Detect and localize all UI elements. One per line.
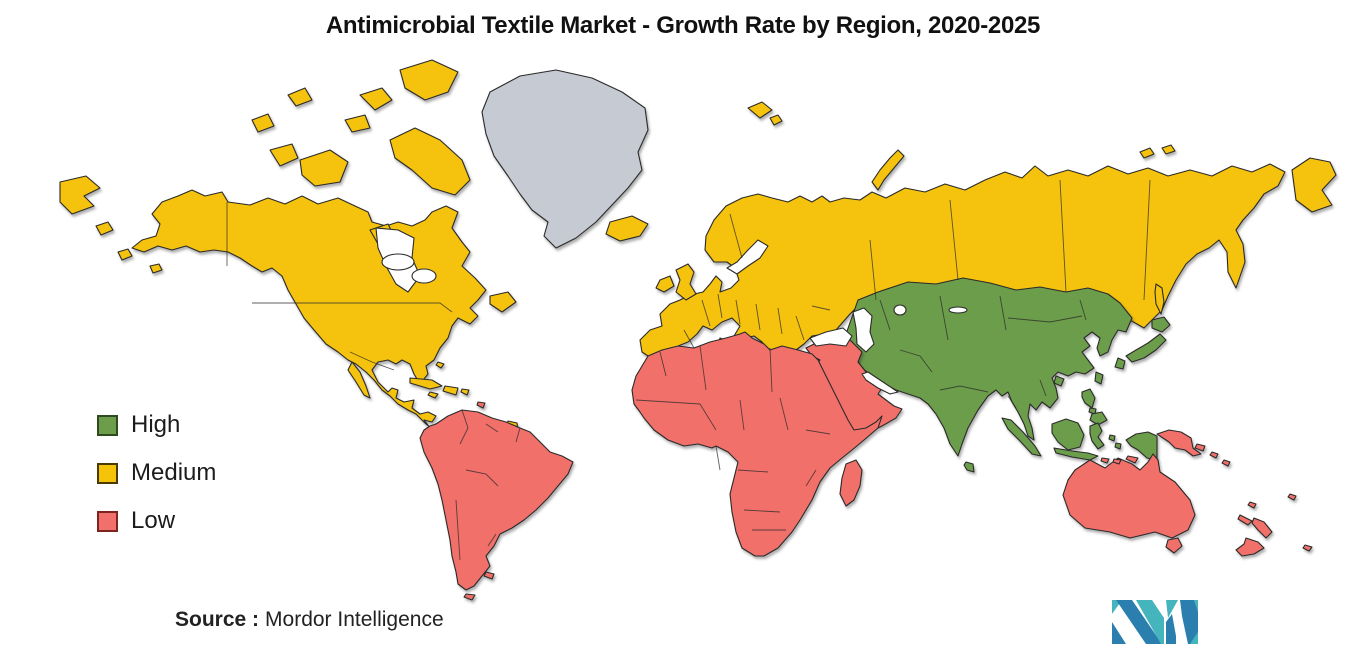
legend-label-medium: Medium	[131, 459, 217, 486]
great-lakes	[381, 253, 415, 271]
japan-honshu	[1125, 333, 1167, 363]
greenland	[481, 69, 649, 249]
aral-sea	[893, 304, 907, 316]
south-america	[419, 409, 574, 591]
source-label: Source :	[175, 608, 260, 631]
chart-title: Antimicrobial Textile Market - Growth Ra…	[325, 12, 1041, 39]
java	[1053, 447, 1099, 461]
country-borders	[226, 179, 1151, 561]
legend-swatch-medium	[97, 462, 118, 484]
legend-item-high: High	[97, 411, 216, 438]
legend-label-low: Low	[131, 507, 176, 534]
africa	[631, 331, 883, 557]
region-low	[419, 331, 1313, 601]
baja	[347, 361, 371, 399]
borneo	[1051, 418, 1085, 451]
sri-lanka	[963, 461, 975, 473]
australia	[1062, 453, 1196, 539]
nz-south	[1235, 537, 1265, 557]
legend-item-medium: Medium	[97, 459, 217, 486]
black-sea	[809, 327, 853, 347]
logo-mark	[1112, 600, 1198, 644]
sumatra	[1001, 417, 1042, 457]
sakhalin	[1154, 283, 1165, 315]
persian-gulf	[861, 371, 899, 395]
lake-balkhash	[948, 306, 968, 314]
baltic-sea	[726, 239, 769, 275]
region-high	[845, 277, 1171, 473]
iceland	[605, 215, 649, 242]
papua-new-guinea	[1156, 429, 1202, 457]
sulawesi	[1089, 422, 1105, 450]
uk	[675, 263, 697, 301]
legend-item-low: Low	[97, 507, 216, 534]
seas	[375, 227, 968, 395]
madagascar	[839, 459, 863, 507]
mordor-intelligence-logo	[1112, 600, 1198, 644]
region-neutral	[481, 69, 649, 249]
nz-north	[1251, 517, 1273, 539]
legend-swatch-high	[97, 414, 118, 436]
tasmania	[1165, 537, 1183, 554]
legend: High Medium Low	[97, 411, 217, 557]
legend-swatch-low	[97, 510, 118, 532]
asia-mainland	[845, 277, 1133, 457]
cuba	[409, 377, 443, 390]
ireland	[655, 275, 675, 293]
caspian-sea	[852, 307, 875, 353]
source-note: Source : Mordor Intelligence	[175, 608, 444, 632]
source-value: Mordor Intelligence	[265, 608, 444, 631]
japan-hokkaido	[1151, 316, 1171, 333]
legend-label-high: High	[131, 411, 181, 438]
